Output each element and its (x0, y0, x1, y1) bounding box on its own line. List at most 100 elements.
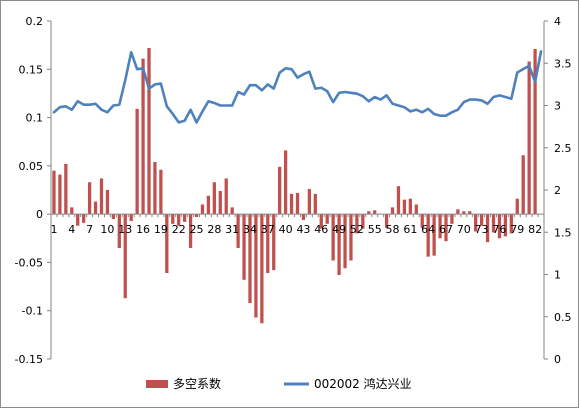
bar (224, 178, 228, 215)
left-tick-label: -0.15 (15, 353, 43, 366)
x-tick-label: 13 (118, 223, 132, 236)
right-tick-label: 2 (554, 184, 561, 197)
bar (373, 210, 377, 215)
x-tick-label: 64 (421, 223, 435, 236)
x-tick-label: 55 (368, 223, 382, 236)
bar (165, 214, 169, 274)
bar (491, 214, 496, 233)
left-tick-label: 0 (36, 208, 43, 221)
bar (361, 214, 365, 229)
bar (76, 214, 80, 226)
bar (462, 211, 466, 215)
bar (337, 214, 341, 275)
bar (521, 155, 525, 215)
left-tick-label: -0.1 (22, 305, 43, 318)
x-tick-label: 37 (261, 223, 275, 236)
x-tick-label: 73 (475, 223, 489, 236)
x-tick-label: 10 (100, 223, 114, 236)
x-tick-label: 46 (314, 223, 328, 236)
left-axis-ticks: -0.15 -0.1 -0.05 0 0.05 0.1 0.15 0.2 (15, 15, 51, 366)
bar (450, 214, 454, 224)
x-tick-label: 76 (492, 223, 506, 236)
bar (283, 150, 288, 215)
bar (266, 214, 270, 274)
bar (432, 214, 436, 256)
left-tick-label: 0.05 (19, 160, 44, 173)
right-tick-label: 1.5 (554, 226, 572, 239)
bar (171, 214, 175, 224)
x-tick-label: 49 (332, 223, 346, 236)
bar (212, 182, 216, 215)
bar (289, 193, 294, 215)
bar (218, 190, 222, 215)
bar (248, 214, 252, 303)
bar (129, 214, 133, 221)
bar (159, 169, 163, 215)
right-tick-label: 3.5 (554, 57, 572, 70)
bar (307, 189, 312, 215)
bar (117, 214, 121, 248)
x-tick-label: 1 (50, 223, 57, 236)
x-tick-label: 79 (510, 223, 524, 236)
bar (402, 199, 407, 215)
bar (509, 214, 513, 234)
bar (254, 214, 258, 318)
bar (87, 182, 92, 215)
bar (70, 207, 74, 215)
bar (58, 174, 62, 215)
bar (468, 211, 472, 215)
bar (396, 186, 401, 215)
bar (183, 214, 187, 222)
x-tick-label: 19 (154, 223, 168, 236)
bar (444, 214, 448, 242)
bar (260, 214, 264, 324)
bar (485, 214, 490, 243)
bar (390, 207, 395, 215)
legend-line-label: 002002 鸿达兴业 (314, 377, 412, 391)
x-tick-label: 40 (279, 223, 293, 236)
bar (426, 214, 430, 257)
right-tick-label: 0 (554, 353, 561, 366)
bar (349, 214, 353, 261)
bar-series (52, 48, 537, 324)
bar (438, 214, 442, 239)
bar (343, 214, 347, 269)
x-tick-label: 70 (457, 223, 471, 236)
legend-bar-swatch (146, 380, 168, 388)
bar (230, 207, 234, 215)
bar (295, 192, 300, 215)
bar (123, 214, 127, 299)
bar (474, 214, 478, 232)
right-tick-label: 4 (554, 15, 561, 28)
bar (93, 201, 98, 215)
bar (111, 214, 116, 219)
bar (141, 58, 145, 215)
bar (319, 214, 323, 229)
bar (384, 214, 389, 228)
bar (533, 49, 537, 215)
x-axis-ticks: 1 4 7 10 13 16 19 22 25 28 31 34 37 40 43 46 49 52 55 58 61 6… (50, 214, 545, 236)
x-tick-label: 43 (296, 223, 310, 236)
bar (515, 198, 519, 215)
bar (278, 166, 282, 215)
bar (503, 214, 508, 237)
bar (414, 204, 418, 215)
bar (105, 190, 110, 215)
bar (408, 198, 412, 215)
legend-bar-label: 多空系数 (173, 376, 221, 391)
left-tick-label: 0.1 (26, 112, 44, 125)
line-series (52, 50, 543, 124)
bar (64, 163, 68, 215)
bar (272, 214, 276, 271)
x-tick-label: 7 (86, 223, 93, 236)
bar (52, 170, 56, 215)
right-axis-ticks: 0 0.5 1 1.5 2 2.5 3 3.5 4 (544, 15, 572, 366)
bar (177, 214, 181, 226)
price-line (52, 50, 543, 124)
bar (82, 214, 86, 223)
x-tick-label: 4 (68, 223, 75, 236)
x-tick-label: 58 (386, 223, 400, 236)
bar (135, 108, 139, 215)
bar (301, 214, 306, 220)
